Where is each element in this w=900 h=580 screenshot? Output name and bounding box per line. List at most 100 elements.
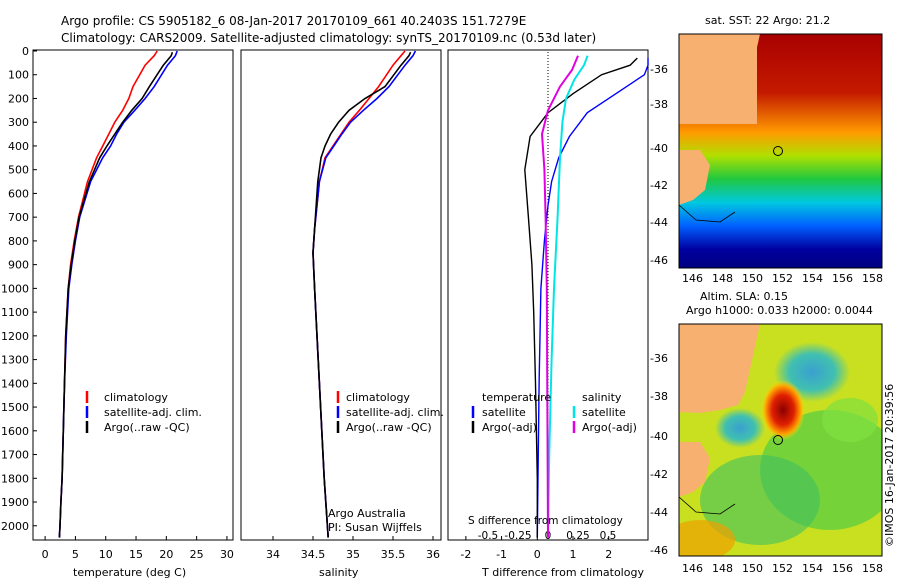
legend-sal-title: salinity xyxy=(582,391,622,404)
sst-ytick: -46 xyxy=(650,254,668,267)
depth-tick-label: 800 xyxy=(8,235,29,248)
sla-xtick: 158 xyxy=(862,562,883,575)
legend-label-argo: Argo(..raw -QC) xyxy=(346,421,432,434)
sla-blue-eddy xyxy=(715,408,765,448)
legend-label-t-argo: Argo(-adj) xyxy=(482,421,537,434)
xtick-label: -2 xyxy=(460,548,471,561)
sst-ytick: -40 xyxy=(650,142,668,155)
sst-xtick: 150 xyxy=(742,272,763,285)
sla-red-eddy xyxy=(761,380,805,440)
tasmania xyxy=(679,442,710,497)
sla-green-patch xyxy=(822,398,878,442)
xtick-label: 34 xyxy=(266,548,280,561)
difference-xlabel-top: S difference from climatology xyxy=(468,515,623,527)
temperature-frame xyxy=(32,49,234,541)
legend-label-s-argo: Argo(-adj) xyxy=(582,421,637,434)
legend-label-climatology: climatology xyxy=(346,391,410,404)
sst-map xyxy=(679,34,882,268)
xtick-label-salinity: -0.25 xyxy=(504,530,531,542)
salinity-legend: climatology satellite-adj. clim. Argo(..… xyxy=(336,391,444,434)
tasmania xyxy=(679,150,710,205)
salinity-series xyxy=(312,50,417,538)
xtick-label: 25 xyxy=(190,548,204,561)
xtick-label: 2 xyxy=(605,548,612,561)
sla-xtick: 156 xyxy=(832,562,853,575)
legend-label-satellite: satellite-adj. clim. xyxy=(104,406,202,419)
sla-orange-patch xyxy=(679,520,735,556)
sla-ytick: -36 xyxy=(650,352,668,365)
sla-xtick: 146 xyxy=(682,562,703,575)
xtick-label: 30 xyxy=(220,548,234,561)
sla-ytick: -40 xyxy=(650,430,668,443)
sla-ytick: -38 xyxy=(650,390,668,403)
xtick-label: 15 xyxy=(129,548,143,561)
temperature-panel: 0100200300400500600700800900100011001200… xyxy=(1,45,452,579)
credit-line1: Argo Australia xyxy=(328,507,406,520)
xtick-label: 36 xyxy=(426,548,440,561)
australia-mainland xyxy=(679,324,760,413)
sst-xtick: 158 xyxy=(862,272,883,285)
sst-yticks: -36 -38 -40 -42 -44 -46 xyxy=(650,63,668,267)
series-line-s-satellite xyxy=(547,55,589,538)
sla-map-title2: Argo h1000: 0.033 h2000: 0.0044 xyxy=(686,304,873,317)
sst-ytick: -38 xyxy=(650,98,668,111)
sst-ytick: -42 xyxy=(650,179,668,192)
sla-xticks: 146 148 150 152 154 156 158 xyxy=(682,562,883,575)
legend-label-argo: Argo(..raw -QC) xyxy=(104,421,190,434)
depth-tick-label: 0 xyxy=(22,45,29,58)
depth-tick-label: 1900 xyxy=(1,496,29,509)
legend-label-t-satellite: satellite xyxy=(482,406,526,419)
salinity-panel: 34 34.5 35 35.5 36 salinity climatology sate… xyxy=(240,49,444,579)
depth-tick-label: 1600 xyxy=(1,425,29,438)
sla-xtick: 154 xyxy=(802,562,823,575)
sla-map xyxy=(679,324,882,556)
xtick-label: 5 xyxy=(72,548,79,561)
sla-ytick: -42 xyxy=(650,468,668,481)
sla-xtick: 152 xyxy=(772,562,793,575)
sst-ytick: -44 xyxy=(650,216,668,229)
xtick-label: 35 xyxy=(346,548,360,561)
depth-tick-label: 2000 xyxy=(1,520,29,533)
series-line-t-argo-adj- xyxy=(524,57,638,538)
depth-tick-label: 900 xyxy=(8,259,29,272)
salinity-frame xyxy=(240,49,442,541)
depth-tick-labels: 0 100 200 300 400 500 600 700 800 900 1000 1100 1200… xyxy=(1,45,452,533)
legend-label-climatology: climatology xyxy=(104,391,168,404)
series-line-argo-raw-qc- xyxy=(312,51,412,538)
series-line-t-satellite xyxy=(536,58,649,538)
copyright-vertical: ©IMOS 16-Jan-2017 20:39:56 xyxy=(883,384,896,547)
difference-series xyxy=(524,55,649,538)
argo-position-marker xyxy=(773,435,783,445)
sla-map-title1: Altim. SLA: 0.15 xyxy=(700,290,788,303)
depth-tick-label: 1000 xyxy=(1,282,29,295)
depth-tick-label: 600 xyxy=(8,187,29,200)
xtick-label: -1 xyxy=(496,548,507,561)
difference-panel: -2 -1 0 1 2-0.5 -0.25 0 0.25 0.5 S difference fr… xyxy=(447,49,649,579)
xtick-label: 35.5 xyxy=(381,548,406,561)
sst-xtick: 146 xyxy=(682,272,703,285)
sst-ytick: -36 xyxy=(650,63,668,76)
sst-xtick: 154 xyxy=(802,272,823,285)
xtick-label-salinity: -0.5 xyxy=(478,530,499,542)
shelf-contour xyxy=(679,496,736,515)
temperature-series xyxy=(58,50,178,538)
depth-tick-label: 700 xyxy=(8,211,29,224)
header-line1: Argo profile: CS 5905182_6 08-Jan-2017 2… xyxy=(61,14,526,28)
sst-xticks: 146 148 150 152 154 156 158 xyxy=(682,272,883,285)
sst-map-title: sat. SST: 22 Argo: 21.2 xyxy=(705,14,830,27)
header-line2: Climatology: CARS2009. Satellite-adjuste… xyxy=(61,31,596,45)
depth-tick-label: 1300 xyxy=(1,354,29,367)
coastline xyxy=(679,34,760,122)
xtick-label: 0 xyxy=(534,548,541,561)
depth-tick-label: 200 xyxy=(8,92,29,105)
xtick-label-salinity: 0.5 xyxy=(600,530,617,542)
temperature-xlabel: temperature (deg C) xyxy=(73,566,186,579)
sst-map-frame xyxy=(678,33,883,269)
xtick-label: 34.5 xyxy=(301,548,326,561)
series-line-argo-raw-qc- xyxy=(58,51,174,538)
depth-tick-label: 400 xyxy=(8,140,29,153)
xtick-label: 1 xyxy=(570,548,577,561)
depth-tick-label: 1500 xyxy=(1,401,29,414)
salinity-xlabel: salinity xyxy=(319,566,359,579)
xtick-label-salinity: 0.25 xyxy=(566,530,589,542)
